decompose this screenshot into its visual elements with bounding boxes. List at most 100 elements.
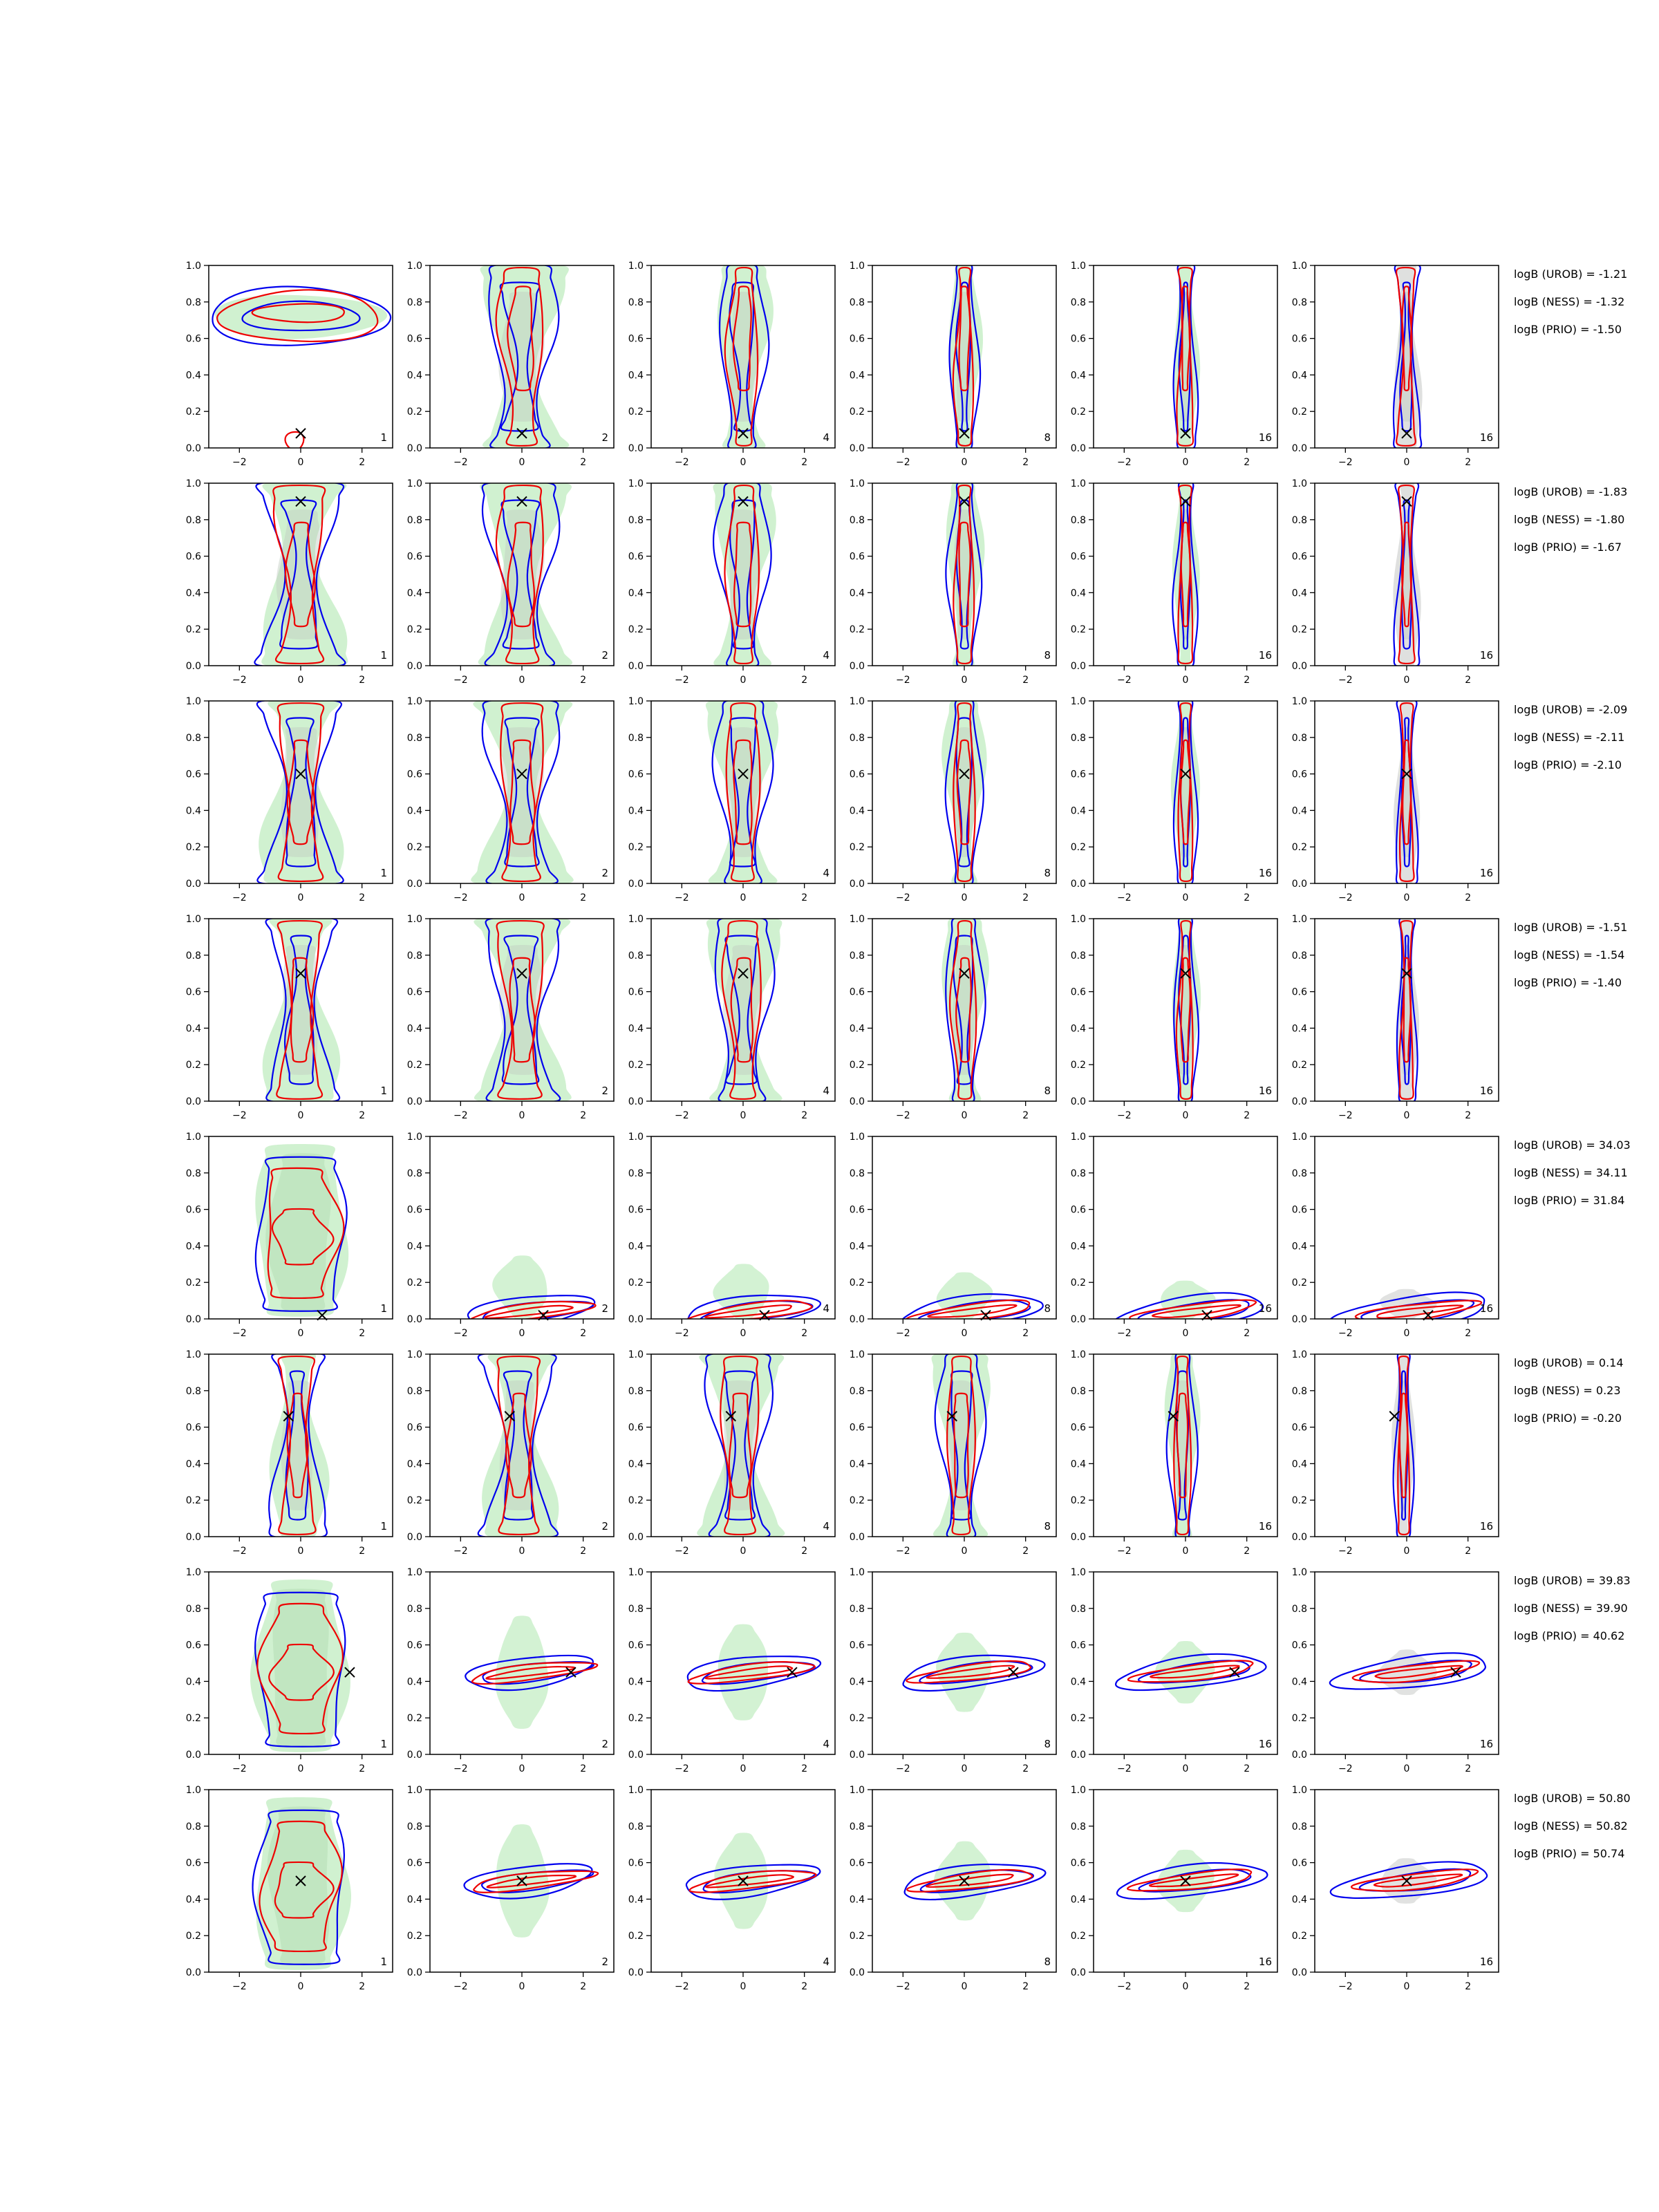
contour-blue-outer (704, 1354, 774, 1537)
panel-r1-c5: 16 −2 0 2 0.0 0.2 0.4 0.6 0.8 1.0 (1071, 261, 1278, 468)
y-tick-label: 0.0 (1071, 1750, 1086, 1761)
x-tick-label: −2 (453, 1763, 468, 1774)
x-tick-label: −2 (232, 1110, 247, 1121)
contour-blue-outer (485, 919, 561, 1101)
x-tick-label: −2 (232, 1763, 247, 1774)
logb-annotations-row-2: logB (UROB) = -1.83 logB (NESS) = -1.80 lo… (1514, 485, 1627, 554)
y-tick-label: 1.0 (1292, 696, 1307, 707)
x-tick-label: 2 (580, 675, 586, 686)
contour-red-inner (290, 957, 315, 1063)
x-tick-label: 0 (519, 1763, 525, 1774)
y-tick-label: 0.4 (407, 1023, 422, 1034)
y-tick-label: 0.2 (850, 1931, 865, 1942)
y-tick-label: 0.8 (850, 1604, 865, 1615)
x-tick-label: 0 (1404, 892, 1410, 903)
contour-red-outer (496, 919, 545, 1100)
y-tick-label: 0.6 (1292, 1640, 1307, 1651)
true-value-marker (516, 968, 527, 979)
logb-text: logB (PRIO) = -1.50 (1514, 323, 1622, 336)
true-value-marker (959, 768, 970, 780)
contour-red-inner (958, 521, 971, 628)
true-value-marker (1401, 968, 1412, 979)
y-tick-label: 0.6 (1071, 1640, 1086, 1651)
y-tick-label: 0.8 (407, 515, 422, 526)
y-tick-label: 1.0 (1071, 478, 1086, 489)
x-tick-label: −2 (232, 675, 247, 686)
y-tick-label: 0.8 (186, 515, 201, 526)
contour-red-outer (686, 1300, 813, 1319)
contour-red-inner (704, 1874, 794, 1888)
contour-fill-outer (697, 1354, 785, 1537)
x-tick-label: 0 (740, 457, 747, 468)
y-tick-label: 1.0 (186, 1785, 201, 1796)
y-tick-label: 0.2 (407, 1495, 422, 1506)
panel-count-label: 16 (1480, 867, 1493, 879)
contour-fill-outer (713, 483, 776, 666)
contour-blue-outer (711, 701, 774, 883)
true-value-marker (738, 1875, 749, 1886)
y-tick-label: 0.0 (407, 1750, 422, 1761)
true-value-marker (1401, 1875, 1412, 1886)
true-value-marker (1401, 768, 1412, 780)
contour-fill-inner (272, 1588, 329, 1747)
x-tick-label: −2 (896, 1763, 910, 1774)
panel-r7-c6: 16 −2 0 2 0.0 0.2 0.4 0.6 0.8 1.0 (1292, 1567, 1499, 1774)
x-tick-label: 0 (962, 892, 968, 903)
contour-fill-outer (936, 1632, 992, 1712)
y-tick-label: 1.0 (1292, 478, 1307, 489)
contour-blue-inner (241, 300, 361, 332)
x-tick-label: 0 (962, 1763, 968, 1774)
y-tick-label: 0.2 (850, 1713, 865, 1724)
y-tick-label: 0.0 (850, 879, 865, 890)
contour-red-inner (1148, 1873, 1239, 1888)
contour-fill-outer (934, 1841, 991, 1921)
panel-r8-c5: 16 −2 0 2 0.0 0.2 0.4 0.6 0.8 1.0 (1071, 1785, 1278, 1992)
contour-red-outer (259, 1820, 343, 1953)
y-tick-label: 0.8 (850, 733, 865, 744)
contour-blue-inner (1178, 281, 1192, 432)
x-tick-label: −2 (453, 1328, 468, 1339)
y-tick-label: 0.0 (850, 443, 865, 454)
x-tick-label: 0 (1183, 675, 1189, 686)
contour-red-inner (728, 1392, 752, 1499)
contour-red-outer (724, 266, 759, 447)
contour-blue-outer (1165, 1354, 1199, 1537)
panel-frame (208, 265, 393, 449)
panel-r5-c2: 2 −2 0 2 0.0 0.2 0.4 0.6 0.8 1.0 (407, 1132, 615, 1339)
y-tick-label: 0.2 (850, 842, 865, 853)
y-tick-label: 0.2 (1071, 1713, 1086, 1724)
y-tick-label: 1.0 (407, 1132, 422, 1143)
y-tick-label: 0.8 (407, 1168, 422, 1179)
true-value-marker (1180, 496, 1191, 507)
y-tick-label: 0.0 (628, 1967, 644, 1978)
x-tick-label: 0 (1183, 892, 1189, 903)
x-tick-label: 0 (1404, 1110, 1410, 1121)
x-tick-label: −2 (675, 1328, 689, 1339)
contour-fill-outer (215, 294, 388, 339)
contour-blue-outer (934, 1354, 987, 1537)
panel-r7-c1: 1 −2 0 2 0.0 0.2 0.4 0.6 0.8 1.0 (186, 1567, 393, 1774)
panel-count-label: 16 (1480, 1520, 1493, 1533)
x-tick-label: 0 (1404, 1763, 1410, 1774)
x-tick-label: 0 (519, 1328, 525, 1339)
x-tick-label: 0 (740, 1110, 747, 1121)
y-tick-label: 1.0 (1071, 1132, 1086, 1143)
y-tick-label: 0.4 (186, 1023, 201, 1034)
y-tick-label: 0.6 (628, 1423, 644, 1434)
contour-red-inner (1374, 1665, 1463, 1680)
y-tick-label: 0.4 (186, 1676, 201, 1687)
contour-red-inner (1179, 739, 1191, 845)
logb-text: logB (UROB) = -1.21 (1514, 268, 1627, 281)
y-tick-label: 0.6 (850, 552, 865, 563)
true-value-marker (980, 1310, 991, 1321)
contour-red-inner (507, 521, 536, 628)
panel-r5-c1: 1 −2 0 2 0.0 0.2 0.4 0.6 0.8 1.0 (186, 1132, 393, 1339)
contour-blue-outer (945, 483, 983, 666)
y-tick-label: 0.2 (850, 1495, 865, 1506)
x-tick-label: −2 (1338, 457, 1353, 468)
y-tick-label: 0.8 (850, 1168, 865, 1179)
y-tick-label: 1.0 (628, 1785, 644, 1796)
y-tick-label: 0.0 (407, 1532, 422, 1543)
x-tick-label: −2 (675, 1546, 689, 1557)
y-tick-label: 1.0 (186, 914, 201, 925)
